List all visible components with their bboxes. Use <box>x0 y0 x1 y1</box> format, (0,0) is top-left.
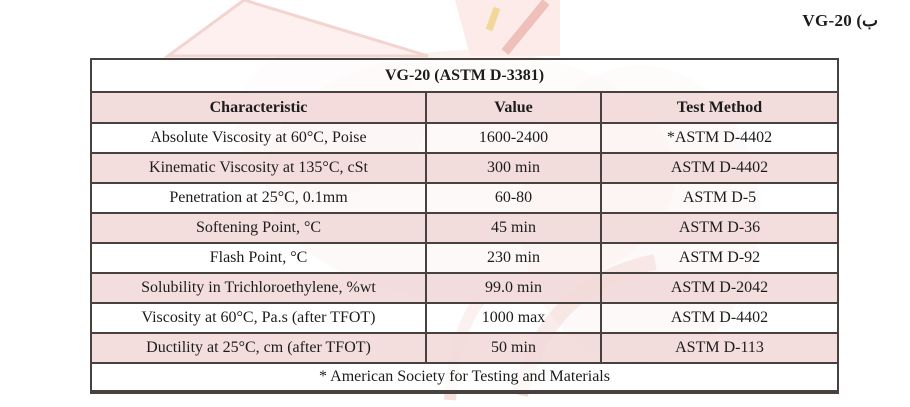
column-header-value: Value <box>425 91 602 124</box>
section-label: ب) VG-20 <box>802 11 878 30</box>
test-method-cell: ASTM D-4402 <box>600 302 839 334</box>
value-cell: 230 min <box>425 242 602 274</box>
characteristic-cell: Penetration at 25°C, 0.1mm <box>90 182 427 214</box>
test-method-cell: ASTM D-5 <box>600 182 839 214</box>
column-header-characteristic: Characteristic <box>90 91 427 124</box>
test-method-cell: ASTM D-92 <box>600 242 839 274</box>
characteristic-cell: Solubility in Trichloroethylene, %wt <box>90 272 427 304</box>
value-cell: 60-80 <box>425 182 602 214</box>
characteristic-cell: Softening Point, °C <box>90 212 427 244</box>
value-cell: 45 min <box>425 212 602 244</box>
test-method-cell: *ASTM D-4402 <box>600 122 839 154</box>
table-footnote-row: * American Society for Testing and Mater… <box>90 362 839 393</box>
table-row: Penetration at 25°C, 0.1mm 60-80 ASTM D-… <box>90 182 839 214</box>
table-row: Absolute Viscosity at 60°C, Poise 1600-2… <box>90 122 839 154</box>
vg20-spec-table: VG-20 (ASTM D-3381) Characteristic Value… <box>90 58 839 394</box>
characteristic-cell: Absolute Viscosity at 60°C, Poise <box>90 122 427 154</box>
table-footnote: * American Society for Testing and Mater… <box>90 362 839 393</box>
value-cell: 1600-2400 <box>425 122 602 154</box>
column-header-test-method: Test Method <box>600 91 839 124</box>
characteristic-cell: Flash Point, °C <box>90 242 427 274</box>
characteristic-cell: Ductility at 25°C, cm (after TFOT) <box>90 332 427 364</box>
value-cell: 50 min <box>425 332 602 364</box>
value-cell: 99.0 min <box>425 272 602 304</box>
value-cell: 1000 max <box>425 302 602 334</box>
test-method-cell: ASTM D-2042 <box>600 272 839 304</box>
test-method-cell: ASTM D-36 <box>600 212 839 244</box>
table-row: Softening Point, °C 45 min ASTM D-36 <box>90 212 839 244</box>
table-title-row: VG-20 (ASTM D-3381) <box>90 58 839 93</box>
table-row: Solubility in Trichloroethylene, %wt 99.… <box>90 272 839 304</box>
test-method-cell: ASTM D-113 <box>600 332 839 364</box>
table-row: Ductility at 25°C, cm (after TFOT) 50 mi… <box>90 332 839 364</box>
table-row: Kinematic Viscosity at 135°C, cSt 300 mi… <box>90 152 839 184</box>
table-title: VG-20 (ASTM D-3381) <box>90 58 839 93</box>
value-cell: 300 min <box>425 152 602 184</box>
characteristic-cell: Kinematic Viscosity at 135°C, cSt <box>90 152 427 184</box>
table-row: Flash Point, °C 230 min ASTM D-92 <box>90 242 839 274</box>
characteristic-cell: Viscosity at 60°C, Pa.s (after TFOT) <box>90 302 427 334</box>
test-method-cell: ASTM D-4402 <box>600 152 839 184</box>
table-header-row: Characteristic Value Test Method <box>90 91 839 124</box>
table-row: Viscosity at 60°C, Pa.s (after TFOT) 100… <box>90 302 839 334</box>
